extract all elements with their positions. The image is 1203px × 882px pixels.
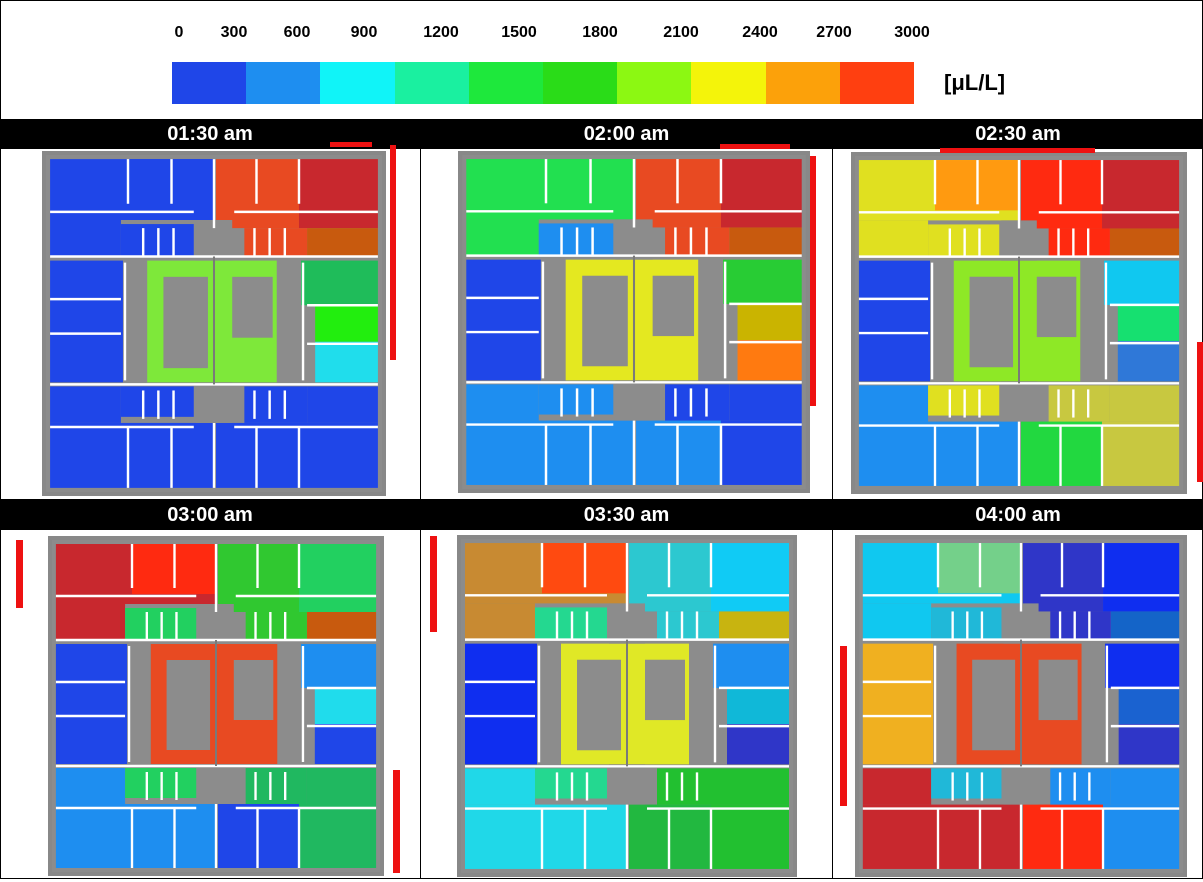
red-marker-bar	[810, 156, 816, 406]
time-label: 03:00 am	[0, 500, 420, 530]
snapshot-panel: 02:00 am	[420, 119, 833, 499]
snapshot-panel: 03:30 am	[420, 500, 833, 879]
red-marker-bar	[940, 148, 1095, 153]
legend-tick-label: 2700	[816, 24, 852, 41]
legend-tick-label: 2400	[742, 24, 778, 41]
red-marker-bar	[840, 646, 847, 806]
legend-tick-label: 1500	[501, 24, 537, 41]
time-label: 03:30 am	[420, 500, 833, 530]
row-divider	[0, 499, 1203, 500]
floor-plan-map	[851, 530, 1191, 882]
legend-tick-label: 1200	[423, 24, 459, 41]
legend-swatch	[765, 62, 841, 104]
floor-plan-map	[37, 146, 391, 501]
red-marker-bar	[390, 145, 396, 360]
legend-swatch	[617, 62, 692, 104]
legend-swatch	[246, 62, 321, 104]
legend-swatch	[543, 62, 618, 104]
legend-swatch	[394, 62, 470, 104]
legend-swatch	[691, 62, 767, 104]
red-marker-bar	[720, 144, 790, 149]
floor-plan-map	[847, 147, 1191, 499]
legend-swatch	[172, 62, 247, 104]
color-legend: 0 300 600 900 1200 1500 1800 2100 2400 2700 3000 […	[0, 0, 1203, 118]
time-label: 02:30 am	[833, 119, 1203, 149]
legend-swatch	[320, 62, 396, 104]
snapshot-panel: 04:00 am	[833, 500, 1203, 879]
floor-plan-map	[44, 532, 388, 880]
legend-tick-label: 1800	[582, 24, 618, 41]
red-marker-bar	[393, 770, 400, 873]
legend-swatch	[839, 62, 915, 104]
legend-tick-label: 2100	[663, 24, 699, 41]
legend-unit: [μL/L]	[944, 70, 1006, 95]
red-marker-bar	[330, 142, 372, 147]
floor-plan-map	[453, 146, 815, 498]
legend-tick-label: 600	[283, 24, 311, 41]
legend-swatch	[468, 62, 544, 104]
time-label: 04:00 am	[833, 500, 1203, 530]
snapshot-panel: 02:30 am	[833, 119, 1203, 499]
legend-tick-label: 900	[350, 24, 378, 41]
legend-tick-label: 3000	[894, 24, 930, 41]
legend-tick-label: 0	[174, 24, 184, 41]
red-marker-bar	[1197, 342, 1203, 482]
red-marker-bar	[16, 540, 23, 608]
time-label: 02:00 am	[420, 119, 833, 149]
legend-tick-label: 300	[220, 24, 248, 41]
snapshot-panel: 03:00 am	[0, 500, 420, 879]
red-marker-bar	[430, 536, 437, 632]
floor-plan-map	[453, 530, 801, 882]
